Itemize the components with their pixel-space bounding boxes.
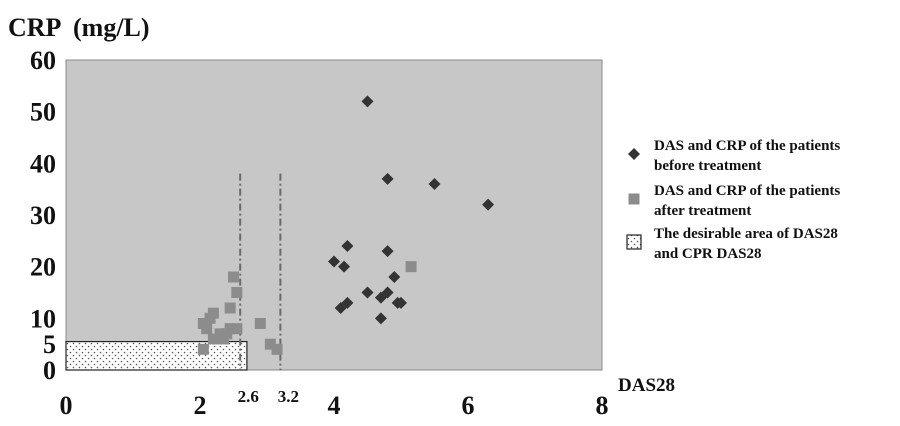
x-tick-label: 8 [596,391,609,420]
point-before-treatment [374,291,387,304]
point-after-treatment [271,343,283,355]
y-tick-label: 50 [30,98,56,127]
y-tick-label: 0 [43,356,56,385]
point-after-treatment [254,318,266,329]
point-before-treatment [338,260,351,273]
point-before-treatment [428,178,441,190]
series-after-treatment [197,261,417,355]
y-tick-label: 40 [30,149,56,178]
y-tick-label: 10 [30,304,56,333]
y-tick-label: 20 [30,253,56,282]
legend-marker-square [628,193,640,205]
threshold-label: 2.6 [238,387,259,406]
legend-text: after treatment [654,203,751,219]
legend-text: DAS and CRP of the patients [654,183,840,199]
point-after-treatment [264,338,276,350]
legend-text: DAS and CRP of the patients [654,138,840,154]
point-after-treatment [207,333,219,345]
point-after-treatment [405,261,417,273]
y-tick-label: 5 [43,330,56,359]
point-after-treatment [231,287,243,298]
x-tick-label: 0 [60,391,73,420]
threshold-lines: 2.6 3.2 [238,173,299,406]
y-tick-label: 30 [30,201,56,230]
legend-marker-dotted-box [626,234,642,250]
x-axis-label: DAS28 [618,375,675,396]
legend-text: before treatment [654,158,761,174]
point-before-treatment [388,271,401,283]
point-after-treatment [217,333,229,345]
series-before-treatment [328,95,495,325]
plot-area [65,59,603,371]
point-before-treatment [381,245,394,258]
point-after-treatment [204,312,216,324]
x-tick-label: 4 [328,391,341,420]
y-tick-label: 60 [30,46,56,75]
legend-text: The desirable area of DAS28 [654,226,838,242]
point-after-treatment [231,323,243,335]
point-after-treatment [224,302,236,314]
threshold-label: 3.2 [278,387,299,406]
point-before-treatment [381,172,394,185]
point-before-treatment [395,296,407,309]
point-before-treatment [482,198,495,211]
point-before-treatment [374,312,387,325]
point-after-treatment [228,271,239,283]
legend-marker-diamond [628,148,640,160]
legend: DAS and CRP of the patients before treatm… [626,138,840,262]
legend-text: and CPR DAS28 [654,246,762,262]
desirable-area-box [65,340,248,371]
point-after-treatment [201,323,213,335]
y-axis-label: CRP (mg/L) [8,13,150,42]
point-before-treatment [328,255,340,268]
data-series [197,95,495,355]
point-before-treatment [334,302,347,314]
point-before-treatment [361,95,374,108]
point-after-treatment [197,343,209,355]
x-tick-label: 2 [194,391,207,420]
point-before-treatment [341,240,354,252]
point-before-treatment [361,286,374,299]
x-tick-label: 6 [462,391,475,420]
